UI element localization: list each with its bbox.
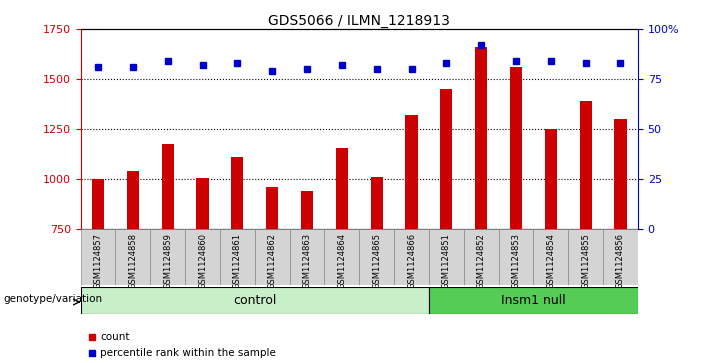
Bar <box>510 67 522 229</box>
Bar <box>475 47 487 229</box>
Bar <box>290 229 325 285</box>
Text: genotype/variation: genotype/variation <box>4 294 102 305</box>
Text: GSM1124852: GSM1124852 <box>477 233 486 289</box>
Bar <box>614 119 627 229</box>
Text: GSM1124851: GSM1124851 <box>442 233 451 289</box>
Bar <box>325 229 359 285</box>
Bar <box>580 101 592 229</box>
Text: GSM1124854: GSM1124854 <box>546 233 555 289</box>
Bar <box>231 157 243 229</box>
Text: GSM1124853: GSM1124853 <box>512 233 521 289</box>
Text: GSM1124863: GSM1124863 <box>303 233 311 289</box>
Bar <box>81 287 429 314</box>
Text: GSM1124856: GSM1124856 <box>616 233 625 289</box>
Bar <box>266 187 278 229</box>
Text: GSM1124862: GSM1124862 <box>268 233 277 289</box>
Bar <box>603 229 638 285</box>
Bar <box>116 229 150 285</box>
Text: GSM1124858: GSM1124858 <box>128 233 137 289</box>
Bar <box>301 191 313 229</box>
Text: GSM1124866: GSM1124866 <box>407 233 416 289</box>
Text: GSM1124859: GSM1124859 <box>163 233 172 289</box>
Bar <box>371 177 383 229</box>
Bar <box>569 229 603 285</box>
Bar <box>394 229 429 285</box>
Bar <box>429 229 464 285</box>
Bar <box>498 229 533 285</box>
Bar <box>545 129 557 229</box>
Bar <box>440 89 452 229</box>
Text: Insm1 null: Insm1 null <box>501 294 566 307</box>
Bar <box>92 179 104 229</box>
Text: GSM1124860: GSM1124860 <box>198 233 207 289</box>
Text: GSM1124855: GSM1124855 <box>581 233 590 289</box>
Text: GSM1124857: GSM1124857 <box>93 233 102 289</box>
Text: percentile rank within the sample: percentile rank within the sample <box>100 348 276 358</box>
Bar <box>336 148 348 229</box>
Text: GSM1124861: GSM1124861 <box>233 233 242 289</box>
Bar <box>533 229 569 285</box>
Bar <box>405 115 418 229</box>
Text: count: count <box>100 331 130 342</box>
Bar <box>220 229 254 285</box>
Bar <box>150 229 185 285</box>
Title: GDS5066 / ILMN_1218913: GDS5066 / ILMN_1218913 <box>268 14 450 28</box>
Text: control: control <box>233 294 276 307</box>
Bar <box>196 178 209 229</box>
Bar <box>81 229 116 285</box>
Bar <box>464 229 498 285</box>
Text: GSM1124865: GSM1124865 <box>372 233 381 289</box>
Bar <box>162 144 174 229</box>
Bar <box>127 171 139 229</box>
Bar <box>359 229 394 285</box>
Bar <box>185 229 220 285</box>
Text: GSM1124864: GSM1124864 <box>337 233 346 289</box>
Bar <box>254 229 290 285</box>
Bar <box>429 287 638 314</box>
